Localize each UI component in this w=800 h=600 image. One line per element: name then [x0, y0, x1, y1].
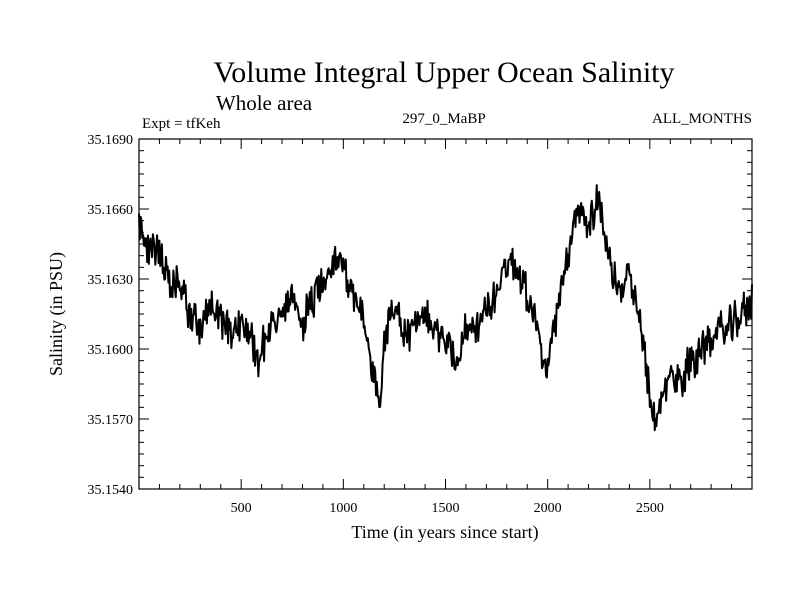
y-tick-label: 35.1570: [88, 413, 134, 428]
x-tick-label: 2500: [636, 501, 664, 516]
chart-subtitle: Whole area: [216, 91, 313, 115]
x-tick-label: 1500: [432, 501, 460, 516]
x-tick-label: 2000: [534, 501, 562, 516]
y-axis-label: Salinity (in PSU): [46, 252, 67, 376]
run-label: 297_0_MaBP: [402, 111, 485, 127]
axis-ticks: [139, 139, 752, 489]
y-tick-label: 35.1690: [88, 133, 134, 148]
salinity-series-line: [138, 184, 753, 432]
tick-labels: 500 1000 1500 2000 2500 35.1540 35.1570 35.1600…: [88, 133, 664, 516]
chart-title: Volume Integral Upper Ocean Salinity: [214, 56, 675, 89]
x-axis-label: Time (in years since start): [351, 522, 538, 543]
period-label: ALL_MONTHS: [652, 111, 752, 127]
plot-frame: [138, 138, 753, 490]
y-tick-label: 35.1600: [88, 343, 134, 358]
y-tick-label: 35.1630: [88, 273, 134, 288]
x-tick-label: 1000: [329, 501, 357, 516]
expt-label: Expt = tfKeh: [142, 116, 221, 132]
y-tick-label: 35.1540: [88, 483, 134, 498]
x-tick-label: 500: [231, 501, 252, 516]
y-tick-label: 35.1660: [88, 203, 134, 218]
